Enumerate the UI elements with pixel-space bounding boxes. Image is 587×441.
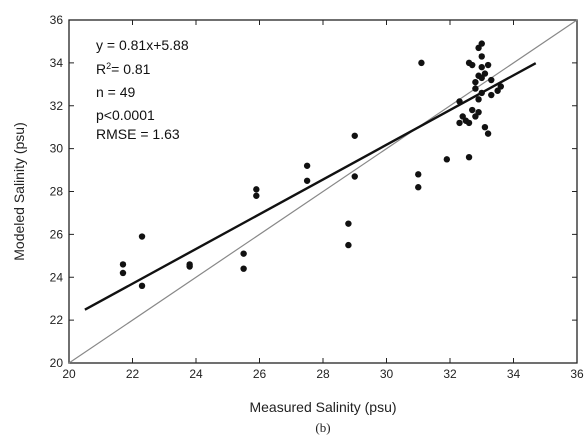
panel-label: (b) (315, 420, 330, 435)
data-point (119, 261, 127, 268)
x-tick-label: 24 (189, 367, 203, 381)
y-tick-label: 32 (50, 99, 64, 113)
data-point (351, 132, 358, 139)
data-point (488, 91, 495, 99)
data-point (475, 108, 482, 116)
y-axis-label: Modeled Salinity (psu) (11, 122, 27, 261)
data-point (481, 70, 489, 77)
data-point (497, 83, 504, 90)
data-point (186, 263, 193, 270)
data-point (418, 59, 425, 67)
data-point (456, 119, 463, 127)
x-tick-label: 36 (570, 367, 584, 381)
y-tick-label: 28 (50, 185, 64, 199)
y-tick-label: 24 (50, 270, 64, 284)
data-point (472, 85, 479, 92)
data-point (253, 186, 260, 193)
data-point (469, 61, 476, 69)
data-point (119, 269, 127, 277)
data-point (303, 177, 311, 184)
data-point (138, 233, 146, 240)
x-tick-label: 34 (507, 367, 521, 381)
data-point (478, 40, 485, 47)
x-tick-label: 30 (380, 367, 394, 381)
x-tick-label: 22 (126, 367, 140, 381)
data-point (478, 53, 485, 60)
stats-annotation: y = 0.81x+5.88 R2= 0.81 n = 49 p<0.0001 RMSE… (96, 37, 189, 142)
x-tick-label: 20 (62, 367, 76, 381)
data-point (484, 61, 492, 69)
data-point (456, 98, 463, 105)
y-tick-label: 34 (50, 56, 64, 70)
data-point (240, 265, 247, 272)
data-point (253, 192, 260, 199)
y-tick-label: 36 (50, 13, 64, 27)
data-point (415, 171, 422, 178)
stat-p: p<0.0001 (96, 107, 155, 123)
data-point (478, 89, 485, 97)
data-point (351, 173, 358, 180)
data-point (484, 130, 492, 137)
y-tick-label: 30 (50, 142, 64, 156)
y-tick-label: 26 (50, 227, 64, 241)
data-point (443, 156, 451, 163)
plot-layer: 20 22 24 26 28 30 32 34 36 20 22 24 26 28 30 32 34 36 (50, 13, 584, 381)
stat-rmse: RMSE = 1.63 (96, 126, 180, 142)
x-tick-label: 26 (253, 367, 267, 381)
x-tick-label: 28 (316, 367, 330, 381)
data-point (138, 282, 146, 290)
data-point (345, 241, 352, 249)
data-point (465, 119, 473, 127)
data-point (303, 162, 311, 169)
data-point (481, 123, 489, 131)
data-point (475, 96, 482, 103)
data-point (478, 63, 485, 71)
x-tick-label: 32 (443, 367, 457, 381)
data-point (472, 78, 479, 86)
data-point (345, 220, 352, 227)
stat-n: n = 49 (96, 84, 136, 100)
x-axis-label: Measured Salinity (psu) (249, 399, 396, 415)
y-tick-label: 20 (50, 356, 64, 370)
data-point (488, 76, 495, 84)
data-point (469, 106, 476, 114)
stat-equation: y = 0.81x+5.88 (96, 37, 189, 53)
data-point (415, 184, 422, 191)
y-tick-label: 22 (50, 313, 64, 327)
regression-line (84, 62, 537, 311)
data-point (465, 154, 473, 161)
stat-r2: R2= 0.81 (96, 61, 151, 77)
data-point (240, 250, 247, 257)
